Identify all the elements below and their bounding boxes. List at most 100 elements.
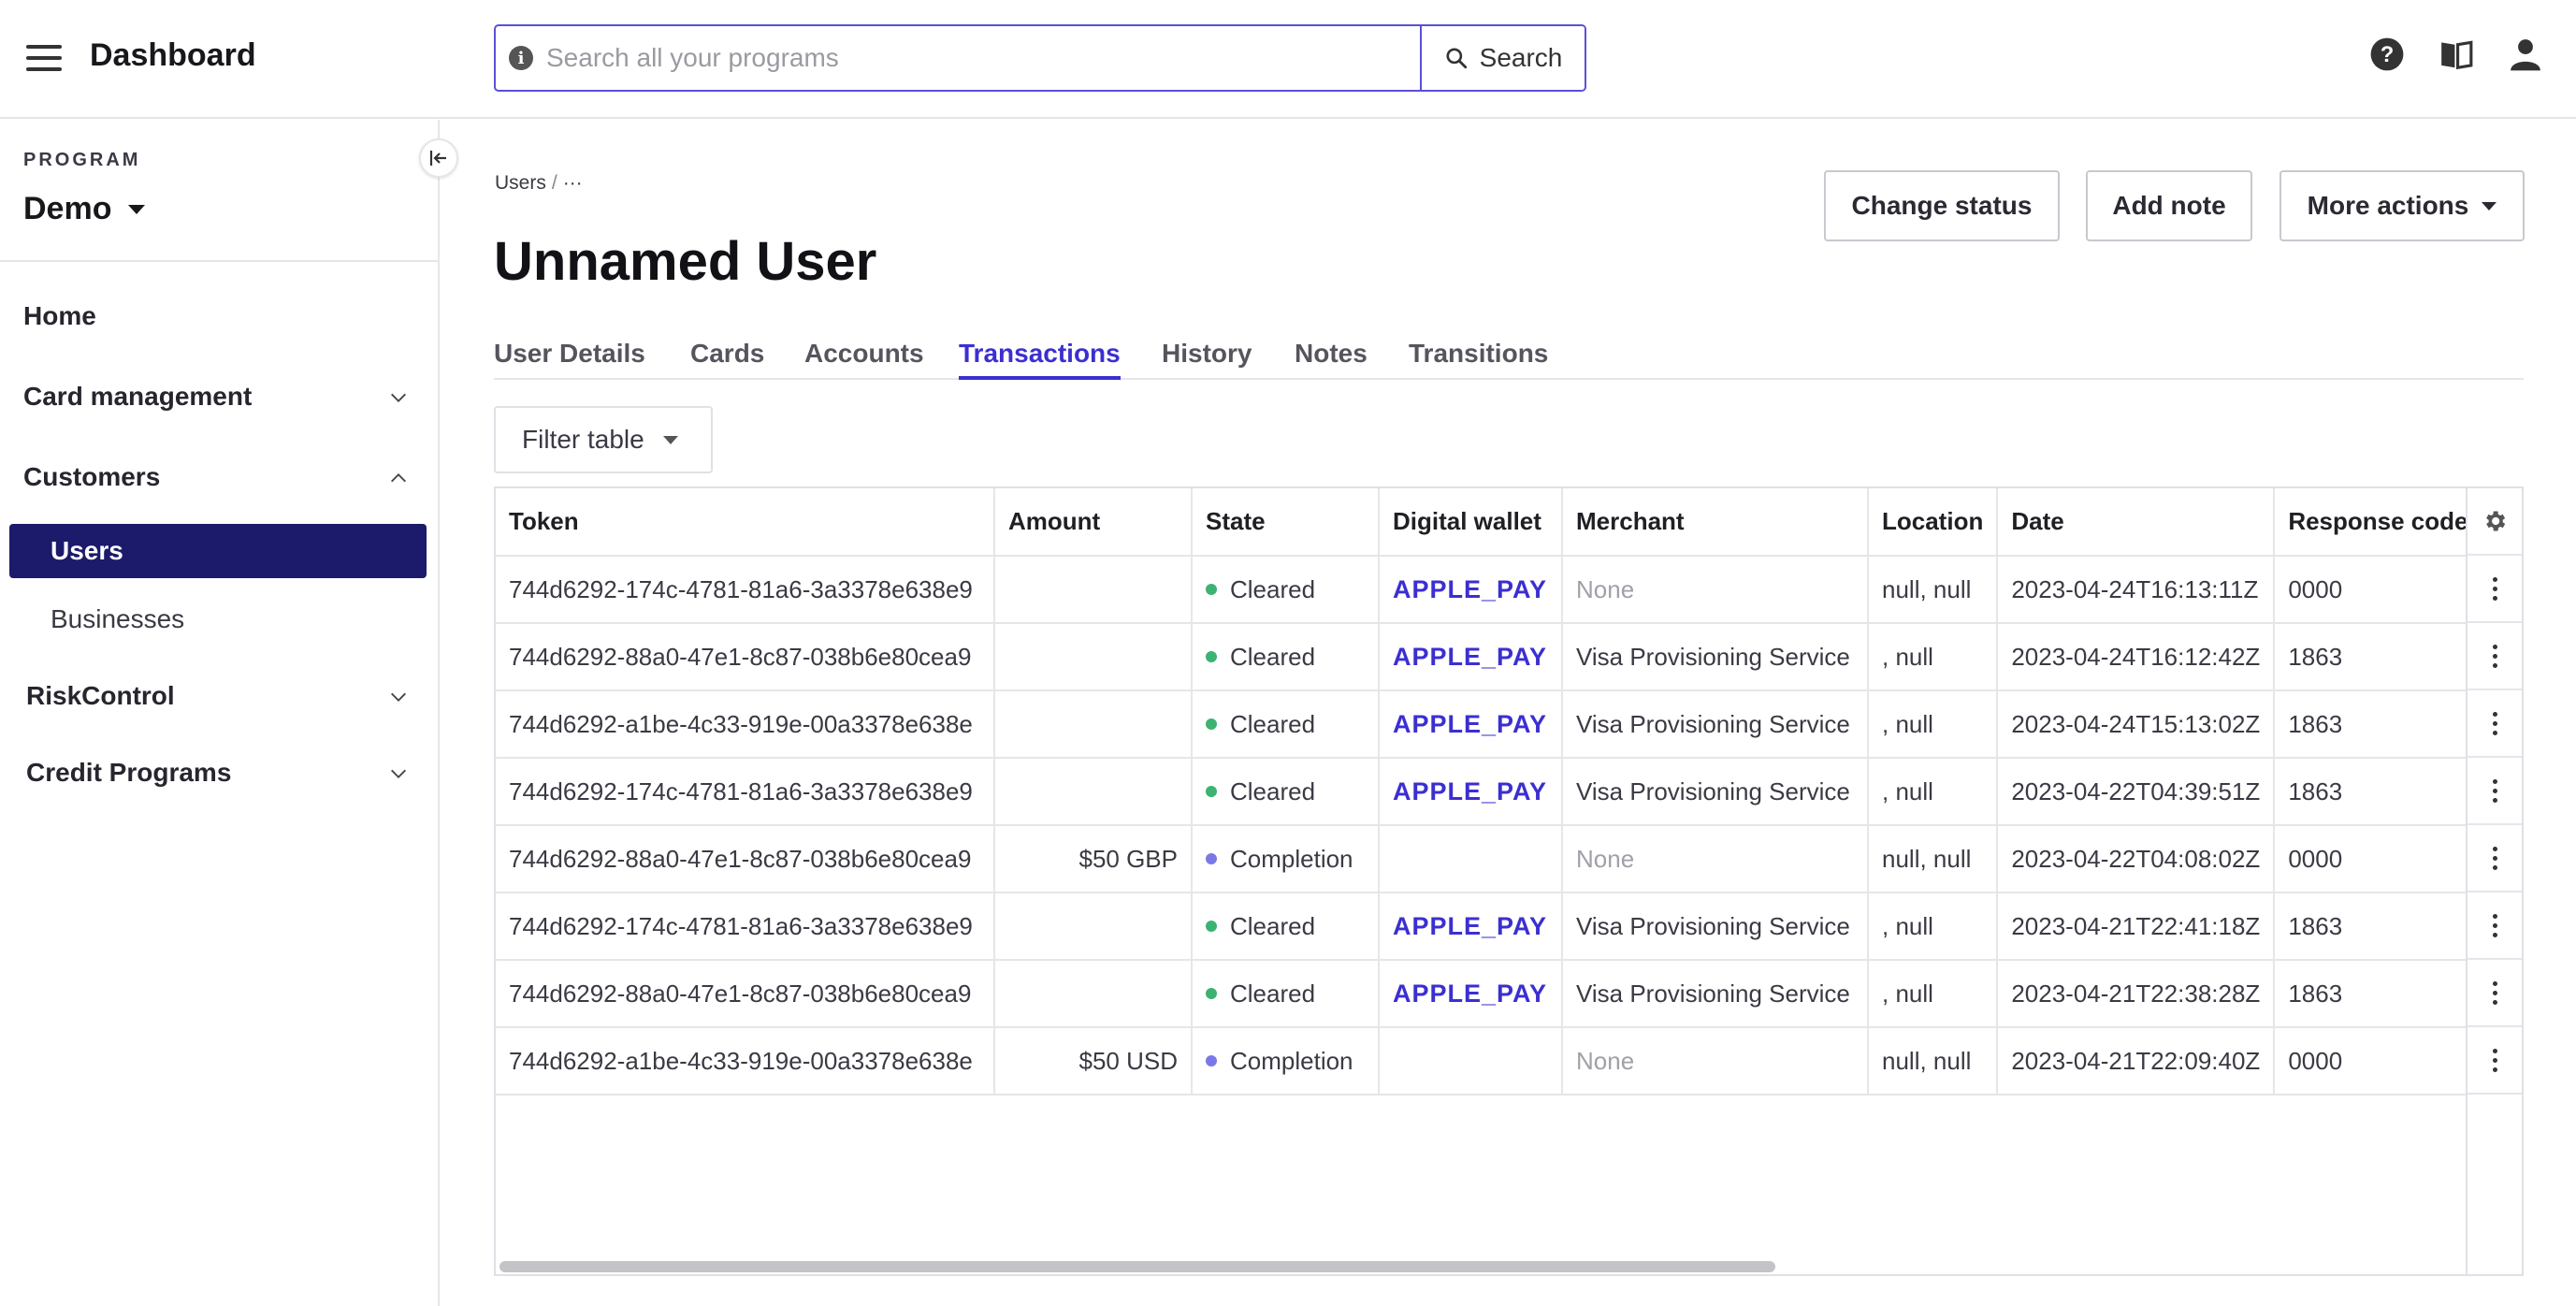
book-icon[interactable] (2438, 36, 2475, 73)
status-dot (1206, 718, 1217, 730)
column-header-response-code[interactable]: Response code (2274, 488, 2483, 557)
kebab-menu-icon[interactable] (2467, 623, 2522, 690)
breadcrumb-users[interactable]: Users (495, 172, 546, 194)
cell-location: null, null (1868, 556, 1999, 624)
chevron-up-icon[interactable] (388, 468, 409, 488)
column-header-location[interactable]: Location (1868, 488, 1999, 557)
cell-state: Cleared (1192, 960, 1380, 1028)
menu-icon[interactable] (26, 43, 62, 73)
cell-date: 2023-04-22T04:39:51Z (1997, 758, 2276, 826)
sidebar: PROGRAM Demo Home Card management Custom… (0, 120, 458, 1306)
tab-transitions[interactable]: Transitions (1409, 339, 1549, 368)
more-actions-button[interactable]: More actions (2279, 170, 2525, 241)
cell-response-code: 1863 (2274, 758, 2483, 826)
wallet-label: APPLE_PAY (1393, 911, 1548, 940)
cell-digital-wallet: APPLE_PAY (1379, 758, 1563, 826)
chevron-down-icon[interactable] (388, 387, 409, 408)
cell-amount (994, 556, 1193, 624)
program-selector[interactable]: Demo (23, 191, 146, 227)
table-row[interactable]: 744d6292-a1be-4c33-919e-00a3378e638e Clea… (496, 690, 2483, 759)
table-row[interactable]: 744d6292-174c-4781-81a6-3a3378e638e9 Clea… (496, 758, 2483, 826)
tab-user-details[interactable]: User Details (494, 339, 645, 368)
user-icon[interactable] (2507, 36, 2544, 73)
help-icon[interactable]: ? (2368, 36, 2406, 73)
wallet-label: APPLE_PAY (1393, 709, 1548, 738)
column-header-merchant[interactable]: Merchant (1562, 488, 1869, 557)
add-note-button[interactable]: Add note (2086, 170, 2252, 241)
cell-digital-wallet: APPLE_PAY (1379, 690, 1563, 759)
kebab-menu-icon[interactable] (2467, 825, 2522, 892)
cell-merchant: Visa Provisioning Service (1562, 758, 1869, 826)
tab-history[interactable]: History (1162, 339, 1252, 368)
row-actions-column (2466, 488, 2522, 1274)
cell-location: , null (1868, 623, 1999, 691)
chevron-down-icon[interactable] (388, 687, 409, 707)
column-header-amount[interactable]: Amount (994, 488, 1193, 557)
state-label: Cleared (1230, 642, 1316, 671)
table-row[interactable]: 744d6292-88a0-47e1-8c87-038b6e80cea9 Clea… (496, 623, 2483, 691)
sidebar-item-riskcontrol[interactable]: RiskControl (26, 681, 175, 710)
change-status-button[interactable]: Change status (1824, 170, 2060, 241)
breadcrumb: Users / ··· (495, 172, 583, 195)
tab-transactions[interactable]: Transactions (959, 339, 1121, 380)
info-icon: i (509, 46, 533, 70)
column-header-state[interactable]: State (1192, 488, 1380, 557)
filter-table-button[interactable]: Filter table (494, 406, 713, 473)
cell-location: null, null (1868, 825, 1999, 893)
tab-cards[interactable]: Cards (690, 339, 765, 368)
cell-merchant: None (1562, 825, 1869, 893)
cell-merchant: Visa Provisioning Service (1562, 892, 1869, 961)
table-row[interactable]: 744d6292-174c-4781-81a6-3a3378e638e9 Clea… (496, 556, 2483, 624)
cell-token[interactable]: 744d6292-174c-4781-81a6-3a3378e638e9 (496, 758, 995, 826)
column-header-date[interactable]: Date (1997, 488, 2276, 557)
gear-icon[interactable] (2467, 488, 2522, 556)
kebab-menu-icon[interactable] (2467, 758, 2522, 825)
cell-token[interactable]: 744d6292-a1be-4c33-919e-00a3378e638e (496, 690, 995, 759)
table-row[interactable]: 744d6292-88a0-47e1-8c87-038b6e80cea9 Clea… (496, 960, 2483, 1028)
sidebar-item-users[interactable]: Users (9, 524, 427, 578)
more-actions-label: More actions (2307, 191, 2469, 220)
cell-token[interactable]: 744d6292-a1be-4c33-919e-00a3378e638e (496, 1027, 995, 1096)
chevron-down-icon[interactable] (388, 763, 409, 784)
cell-token[interactable]: 744d6292-88a0-47e1-8c87-038b6e80cea9 (496, 623, 995, 691)
cell-token[interactable]: 744d6292-174c-4781-81a6-3a3378e638e9 (496, 892, 995, 961)
cell-digital-wallet: APPLE_PAY (1379, 892, 1563, 961)
column-header-digital-wallet[interactable]: Digital wallet (1379, 488, 1563, 557)
cell-amount (994, 758, 1193, 826)
transactions-grid: Token Amount State Digital wallet Mercha… (496, 488, 2483, 1096)
kebab-menu-icon[interactable] (2467, 892, 2522, 960)
cell-token[interactable]: 744d6292-88a0-47e1-8c87-038b6e80cea9 (496, 960, 995, 1028)
sidebar-item-home[interactable]: Home (23, 301, 96, 330)
status-dot (1206, 650, 1217, 662)
search-button[interactable]: Search (1420, 26, 1585, 90)
cell-digital-wallet: APPLE_PAY (1379, 623, 1563, 691)
cell-response-code: 1863 (2274, 623, 2483, 691)
cell-token[interactable]: 744d6292-88a0-47e1-8c87-038b6e80cea9 (496, 825, 995, 893)
tab-accounts[interactable]: Accounts (804, 339, 924, 368)
sidebar-item-customers[interactable]: Customers (23, 462, 161, 491)
cell-amount (994, 623, 1193, 691)
table-row[interactable]: 744d6292-88a0-47e1-8c87-038b6e80cea9 $50 … (496, 825, 2483, 893)
cell-date: 2023-04-24T16:12:42Z (1997, 623, 2276, 691)
cell-merchant: Visa Provisioning Service (1562, 960, 1869, 1028)
kebab-menu-icon[interactable] (2467, 1027, 2522, 1095)
horizontal-scrollbar[interactable] (499, 1261, 1775, 1272)
kebab-menu-icon[interactable] (2467, 690, 2522, 758)
state-label: Cleared (1230, 911, 1316, 940)
column-header-token[interactable]: Token (496, 488, 995, 557)
search-input[interactable] (546, 26, 1420, 90)
status-dot (1206, 852, 1217, 864)
cell-token[interactable]: 744d6292-174c-4781-81a6-3a3378e638e9 (496, 556, 995, 624)
collapse-sidebar-icon[interactable] (419, 138, 458, 178)
state-label: Cleared (1230, 574, 1316, 603)
tab-notes[interactable]: Notes (1295, 339, 1368, 368)
table-row[interactable]: 744d6292-174c-4781-81a6-3a3378e638e9 Clea… (496, 892, 2483, 961)
sidebar-item-credit-programs[interactable]: Credit Programs (26, 758, 232, 787)
kebab-menu-icon[interactable] (2467, 556, 2522, 623)
kebab-menu-icon[interactable] (2467, 960, 2522, 1027)
table-row[interactable]: 744d6292-a1be-4c33-919e-00a3378e638e $50 … (496, 1027, 2483, 1096)
wallet-label: APPLE_PAY (1393, 979, 1548, 1008)
transactions-table: Token Amount State Digital wallet Mercha… (494, 486, 2524, 1276)
sidebar-item-card-management[interactable]: Card management (23, 382, 253, 411)
sidebar-item-businesses[interactable]: Businesses (51, 604, 185, 633)
